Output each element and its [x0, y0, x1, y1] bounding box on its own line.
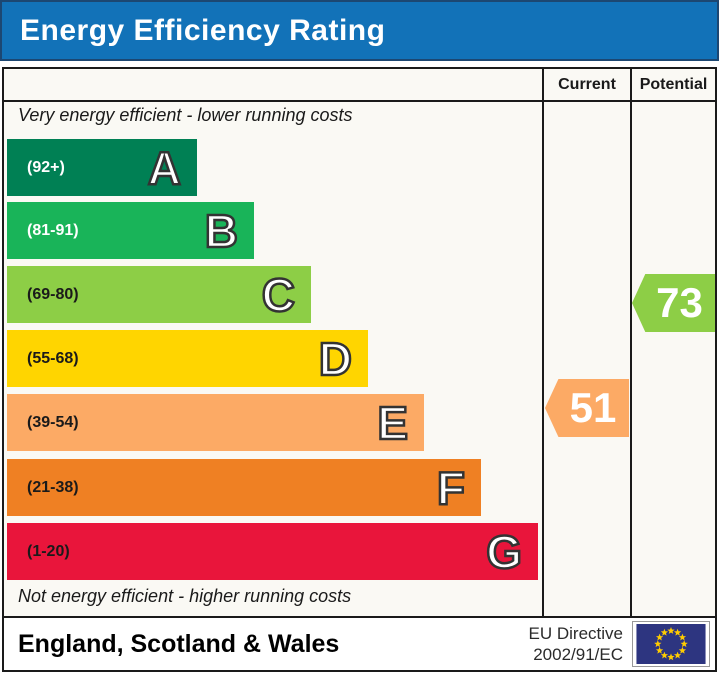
title-bar: Energy Efficiency Rating	[0, 0, 719, 61]
band-range-label: (55-68)	[27, 349, 79, 367]
band-letter: E	[376, 396, 409, 449]
band-range-label: (1-20)	[27, 542, 70, 560]
eu-directive-line1: EU Directive	[528, 623, 623, 643]
column-header-potential: Potential	[632, 69, 715, 100]
header-underline	[4, 100, 715, 102]
current-column-divider	[542, 69, 544, 618]
potential-badge: 73	[632, 274, 715, 332]
eu-flag-stars	[654, 627, 688, 661]
top-note: Very energy efficient - lower running co…	[18, 105, 353, 125]
eu-directive-line2: 2002/91/EC	[533, 645, 623, 664]
band-row-b: (81-91) B	[7, 202, 254, 259]
current-column-label: Current	[558, 75, 616, 93]
bottom-note: Not energy efficient - higher running co…	[18, 586, 352, 606]
eu-directive-text: EU Directive 2002/91/EC	[529, 623, 623, 666]
band-row-d: (55-68) D	[7, 330, 368, 387]
footer-row: England, Scotland & Wales EU Directive 2…	[4, 618, 715, 670]
current-badge: 51	[545, 379, 629, 437]
band-row-e: (39-54) E	[7, 394, 424, 451]
band-range-label: (69-80)	[27, 285, 79, 303]
band-letter: D	[318, 332, 354, 385]
band-range-label: (81-91)	[27, 221, 79, 239]
band-row-g: (1-20) G	[7, 523, 538, 580]
band-letter: G	[485, 525, 523, 578]
region-label: England, Scotland & Wales	[18, 629, 340, 658]
chart-bottom-border	[4, 616, 715, 618]
band-row-a: (92+) A	[7, 139, 197, 196]
band-letter: B	[204, 204, 240, 257]
page-title: Energy Efficiency Rating	[20, 13, 386, 47]
band-letter: F	[436, 461, 467, 514]
column-header-current: Current	[544, 69, 630, 100]
band-row-f: (21-38) F	[7, 459, 481, 516]
eu-flag-icon	[632, 621, 710, 667]
band-row-c: (69-80) C	[7, 266, 311, 323]
band-letter: C	[261, 268, 297, 321]
band-range-label: (92+)	[27, 158, 65, 176]
potential-value: 73	[656, 279, 703, 326]
band-range-label: (39-54)	[27, 413, 79, 431]
potential-column-label: Potential	[639, 75, 708, 93]
band-letter: A	[147, 141, 183, 194]
band-range-label: (21-38)	[27, 478, 79, 496]
current-value: 51	[569, 384, 617, 431]
rating-table: Current Potential Very energy efficient …	[2, 67, 717, 672]
potential-column-divider	[630, 69, 632, 618]
